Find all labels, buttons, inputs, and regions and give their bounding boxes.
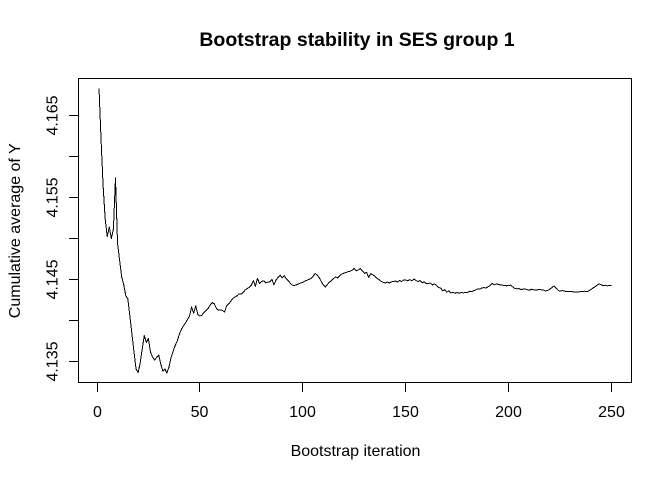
- svg-text:4.135: 4.135: [45, 341, 62, 381]
- svg-text:Bootstrap iteration: Bootstrap iteration: [291, 443, 421, 460]
- svg-text:4.165: 4.165: [45, 95, 62, 135]
- svg-text:250: 250: [598, 404, 625, 421]
- svg-text:Bootstrap stability in SES gro: Bootstrap stability in SES group 1: [199, 29, 514, 51]
- svg-text:0: 0: [93, 404, 102, 421]
- svg-text:200: 200: [495, 404, 522, 421]
- svg-text:4.145: 4.145: [45, 259, 62, 299]
- svg-text:4.155: 4.155: [45, 177, 62, 217]
- svg-text:100: 100: [289, 404, 316, 421]
- svg-text:50: 50: [191, 404, 209, 421]
- svg-text:Cumulative average of Y: Cumulative average of Y: [7, 143, 24, 318]
- svg-text:150: 150: [392, 404, 419, 421]
